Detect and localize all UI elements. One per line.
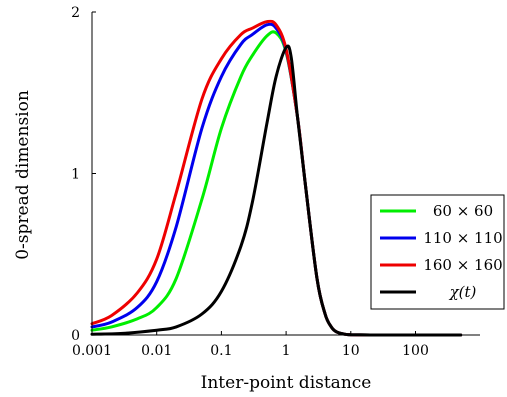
x-tick-label: 0.1 (210, 343, 232, 359)
x-axis-title: Inter-point distance (201, 373, 372, 393)
x-tick-label: 1 (282, 343, 291, 359)
y-axis-title: 0-spread dimension (13, 90, 33, 260)
legend-label: 160 × 160 (423, 256, 502, 274)
y-tick-label: 1 (71, 167, 80, 183)
legend-label: 110 × 110 (423, 229, 502, 247)
legend-box (370, 194, 505, 310)
legend-items: 60 × 60 110 × 110 160 × 160 χ(t) (380, 202, 503, 301)
x-tick-label: 0.01 (141, 343, 172, 359)
y-tick-label: 2 (71, 5, 80, 21)
y-tick-label: 0 (71, 328, 80, 344)
legend-label: 60 × 60 (433, 202, 493, 220)
x-tick-label: 100 (402, 343, 429, 359)
legend-label: χ(t) (449, 283, 477, 301)
x-axis-ticks: 0.001 0.01 0.1 1 10 100 (72, 331, 429, 359)
x-tick-label: 10 (342, 343, 360, 359)
y-axis-ticks: 0 1 2 (71, 5, 96, 344)
x-tick-label: 0.001 (72, 343, 112, 359)
legend: 60 × 60 110 × 110 160 × 160 χ(t) (370, 194, 505, 310)
